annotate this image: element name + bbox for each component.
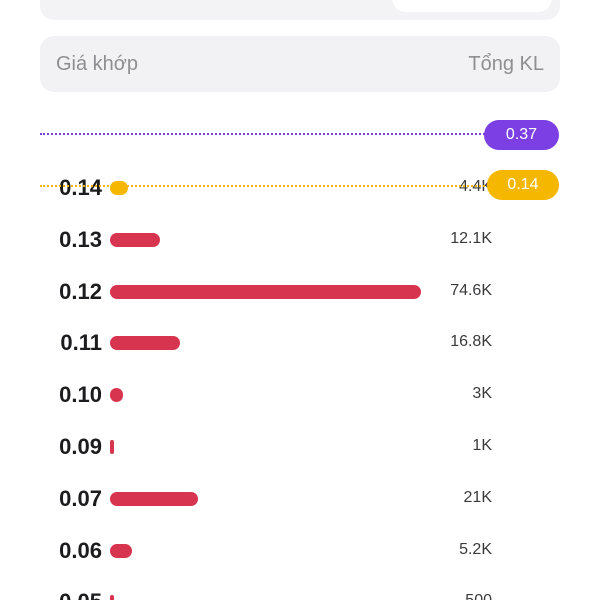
current-price-badge: 0.14: [487, 170, 559, 200]
price-value: 0.10: [59, 382, 102, 408]
top-card: [40, 0, 560, 20]
price-row[interactable]: 0.05 500: [0, 587, 600, 600]
volume-value: 500: [465, 592, 492, 600]
upper-reference-badge: 0.37: [484, 120, 559, 150]
price-row[interactable]: 0.13 12.1K: [0, 225, 600, 255]
current-price-line: [40, 185, 500, 187]
volume-bar: [110, 336, 181, 351]
top-card-control[interactable]: [392, 0, 552, 12]
table-header: Giá khớp Tổng KL: [40, 36, 560, 92]
volume-value: 5.2K: [459, 540, 492, 558]
volume-bar: [110, 595, 114, 600]
volume-bar: [110, 284, 421, 299]
upper-reference-line: [40, 133, 500, 135]
volume-bar: [110, 491, 198, 506]
price-value: 0.12: [59, 278, 102, 304]
price-row[interactable]: 0.12 74.6K: [0, 277, 600, 307]
volume-bar: [110, 440, 115, 454]
volume-bar: [110, 543, 132, 558]
price-value: 0.13: [59, 226, 102, 252]
price-value: 0.14: [59, 175, 102, 200]
price-row[interactable]: 0.09 1K: [0, 432, 600, 462]
volume-bar: [110, 388, 123, 403]
price-row[interactable]: 0.07 21K: [0, 484, 600, 514]
volume-value: 21K: [463, 488, 492, 506]
price-row[interactable]: 0.14 4.4K: [0, 173, 600, 203]
price-value: 0.07: [59, 485, 102, 511]
price-value: 0.09: [59, 434, 102, 459]
price-column-header: Giá khớp: [56, 52, 139, 75]
volume-column-header: Tổng KL: [468, 52, 544, 75]
price-value: 0.05: [59, 589, 102, 600]
volume-bar: [110, 181, 128, 195]
volume-value: 1K: [472, 437, 492, 454]
price-row[interactable]: 0.06 5.2K: [0, 536, 600, 566]
price-row[interactable]: 0.11 16.8K: [0, 328, 600, 358]
volume-value: 74.6K: [450, 281, 492, 299]
volume-value: 12.1K: [450, 229, 492, 247]
price-row[interactable]: 0.10 3K: [0, 380, 600, 410]
volume-value: 3K: [472, 385, 492, 403]
price-value: 0.06: [59, 537, 102, 563]
price-value: 0.11: [60, 330, 102, 356]
volume-bar: [110, 232, 161, 247]
volume-value: 16.8K: [450, 333, 492, 351]
